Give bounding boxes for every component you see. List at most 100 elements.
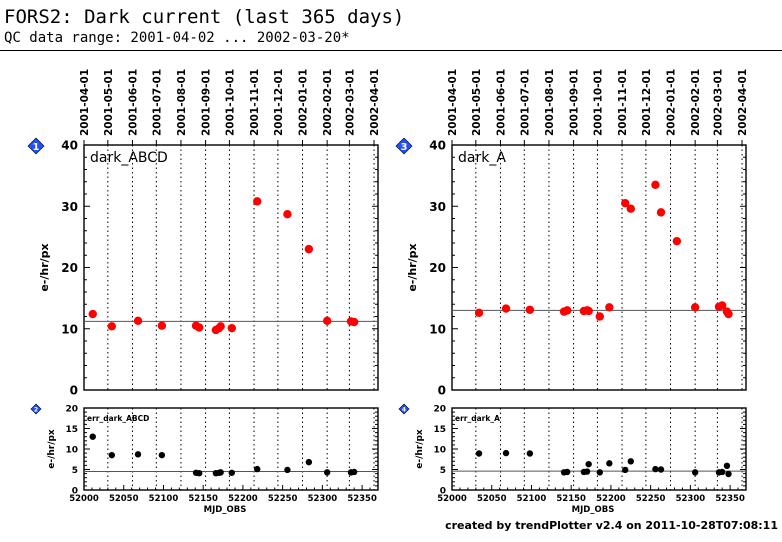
- badge-diamond: [30, 403, 42, 415]
- data-point: [725, 470, 732, 478]
- y-tick-label: 0: [72, 487, 78, 497]
- date-label: 2002-02-01: [322, 69, 334, 136]
- badge-number: 4: [402, 407, 406, 414]
- y-tick-label: 0: [70, 384, 78, 398]
- data-point: [585, 460, 592, 468]
- date-label: 2001-04-01: [79, 69, 91, 136]
- data-point: [254, 465, 261, 473]
- data-point: [501, 304, 511, 313]
- x-axis-label: MJD_OBS: [572, 505, 615, 515]
- date-label: 2001-07-01: [151, 69, 163, 136]
- x-tick-label: 52200: [596, 494, 626, 504]
- data-point: [283, 210, 292, 219]
- date-label: 2002-03-01: [712, 69, 724, 136]
- plot-frame: [451, 144, 747, 391]
- data-point: [626, 204, 635, 213]
- data-point: [691, 469, 699, 476]
- panel-label: dark_ABCD: [90, 150, 168, 166]
- x-tick-label: 52300: [308, 494, 338, 504]
- y-tick-label: 10: [65, 446, 78, 456]
- title-divider: [0, 50, 782, 51]
- data-point: [718, 468, 726, 476]
- data-point: [651, 180, 660, 190]
- data-point: [605, 303, 614, 312]
- data-point: [475, 450, 483, 457]
- badge-diamond: [395, 137, 413, 155]
- data-point: [349, 317, 359, 327]
- y-tick-label: 10: [61, 322, 78, 336]
- data-point: [474, 308, 484, 318]
- page-title: FORS2: Dark current (last 365 days): [4, 6, 405, 28]
- y-axis-label: e-/hr/px: [415, 429, 425, 469]
- x-tick-label: 52100: [517, 494, 547, 504]
- y-tick-label: 20: [433, 405, 446, 415]
- date-label: 2001-08-01: [544, 69, 556, 136]
- date-label: 2002-04-01: [369, 69, 381, 136]
- y-tick-label: 40: [61, 139, 78, 153]
- data-point: [717, 301, 727, 310]
- y-tick-label: 20: [65, 405, 78, 415]
- date-label: 2001-08-01: [176, 69, 188, 136]
- data-point: [305, 458, 313, 466]
- date-label: 2001-11-01: [249, 69, 261, 136]
- y-tick-label: 5: [72, 466, 78, 476]
- data-point: [563, 306, 572, 315]
- data-point: [217, 469, 224, 476]
- data-point: [107, 322, 117, 331]
- badge-number: 2: [34, 407, 38, 414]
- plot-frame: [83, 144, 379, 391]
- data-point: [595, 312, 604, 321]
- data-point: [134, 451, 142, 458]
- x-tick-label: 52000: [69, 494, 99, 504]
- data-point: [157, 321, 167, 330]
- date-label: 2001-10-01: [592, 69, 604, 136]
- data-point: [672, 236, 682, 246]
- data-point: [284, 466, 291, 474]
- data-point: [621, 198, 630, 208]
- x-tick-label: 52250: [636, 494, 666, 504]
- data-point: [584, 306, 593, 316]
- data-point: [622, 466, 629, 474]
- date-label: 2002-01-01: [666, 69, 678, 136]
- y-tick-label: 20: [61, 261, 78, 275]
- panel-label: err_dark_A: [455, 414, 500, 423]
- y-tick-label: 15: [433, 425, 446, 435]
- data-point: [690, 303, 700, 312]
- y-axis-label: e-/hr/px: [38, 243, 51, 291]
- date-label: 2001-07-01: [519, 69, 531, 136]
- panel-badge-icon: 2: [30, 403, 42, 415]
- data-point: [253, 197, 262, 206]
- date-label: 2002-01-01: [298, 69, 310, 136]
- data-point: [656, 208, 666, 217]
- data-point: [195, 323, 204, 332]
- badge-diamond: [27, 137, 45, 155]
- x-tick-label: 52050: [109, 494, 139, 504]
- panel-label: dark_A: [458, 150, 506, 166]
- panel-badge-icon: 1: [27, 137, 45, 155]
- date-label: 2001-10-01: [224, 69, 236, 136]
- date-label: 2001-06-01: [127, 69, 139, 136]
- y-tick-label: 0: [438, 384, 446, 398]
- y-tick-label: 5: [440, 466, 446, 476]
- panel-badge-icon: 3: [395, 137, 413, 155]
- y-tick-label: 10: [429, 322, 446, 336]
- y-tick-label: 30: [429, 200, 446, 214]
- data-point: [196, 469, 203, 477]
- data-point: [133, 316, 143, 325]
- panel-main-right: 0 10 20 30 40 e-/hr/px 2001-04-01 2001-05-01 200…: [395, 69, 749, 398]
- data-point: [657, 466, 665, 473]
- data-point: [564, 468, 571, 476]
- data-point: [227, 323, 236, 333]
- x-tick-label: 52350: [715, 494, 745, 504]
- date-label: 2001-09-01: [569, 69, 581, 136]
- y-axis-label: e-/hr/px: [47, 429, 57, 469]
- date-label: 2002-03-01: [344, 69, 356, 136]
- data-point: [627, 458, 634, 465]
- y-tick-label: 10: [433, 446, 446, 456]
- x-tick-label: 52150: [188, 494, 218, 504]
- panel-label: err_dark_ABCD: [87, 414, 149, 423]
- data-point: [88, 309, 97, 319]
- panel-main-left: 0 10 20 30 40 e-/hr/px 2001-04-01 2001-05-01 200…: [27, 69, 381, 398]
- data-point: [304, 244, 314, 254]
